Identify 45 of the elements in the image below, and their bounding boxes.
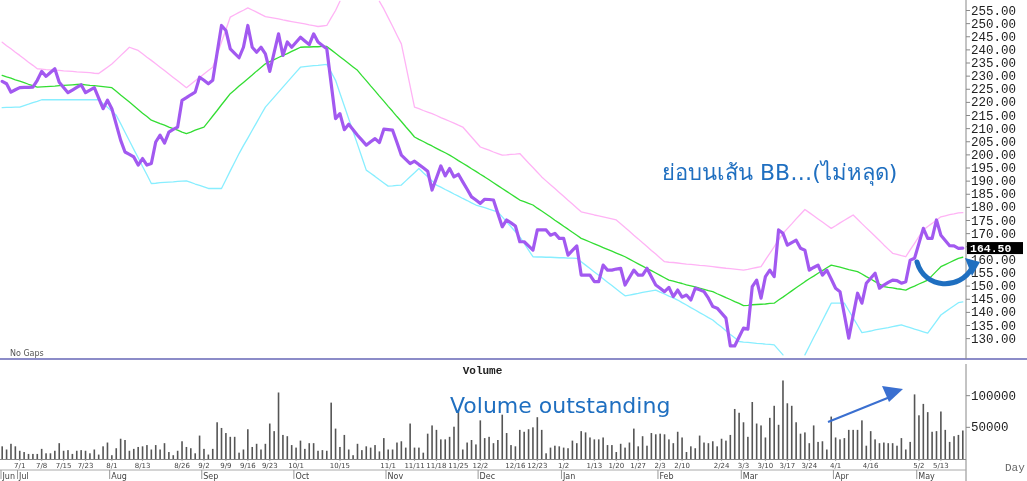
annotation: Volume outstanding (450, 393, 671, 418)
text: Apr (834, 471, 850, 481)
text: Jul (18, 471, 29, 481)
y-tick-label: 50000 (971, 421, 1009, 436)
y-tick-label: 215.00 (971, 109, 1017, 124)
y-tick-label: 220.00 (971, 96, 1017, 111)
y-tick-label: 230.00 (971, 70, 1017, 85)
y-tick-label: 180.00 (971, 201, 1017, 216)
y-tick-label: 195.00 (971, 162, 1017, 176)
annotation: No Gaps (10, 349, 44, 358)
y-tick-label: 250.00 (971, 17, 1017, 32)
annotation: ย่อบนเส้น BB…(ไม่หลุด) (662, 160, 898, 186)
y-tick-label: 185.00 (971, 188, 1017, 203)
text: Mar (742, 471, 759, 481)
y-tick-label: 205.00 (971, 135, 1017, 150)
y-tick-label: 170.00 (971, 227, 1017, 242)
y-tick-label: 175.00 (971, 214, 1017, 229)
text: Dec (479, 471, 496, 481)
text: Oct (295, 471, 310, 481)
text: Nov (387, 471, 404, 481)
text: Jan (561, 471, 576, 481)
y-tick-label: 200.00 (971, 148, 1017, 163)
y-tick-label: 245.00 (971, 30, 1017, 45)
y-tick-label: 235.00 (971, 57, 1017, 71)
line-series (1, 45, 964, 307)
text: May (918, 471, 936, 481)
chart-title: Volume (462, 365, 503, 377)
y-tick-label: 240.00 (971, 43, 1017, 58)
y-tick-label: 150.00 (971, 280, 1017, 295)
y-tick-label: 100000 (971, 389, 1017, 404)
y-tick-label: 255.00 (971, 4, 1017, 19)
y-tick-label: 130.00 (971, 332, 1017, 347)
y-tick-label: 140.00 (971, 306, 1017, 321)
text: Sep (203, 471, 219, 481)
y-tick-label: 190.00 (971, 175, 1017, 190)
y-tick-label: 210.00 (971, 122, 1017, 137)
text: Aug (111, 471, 127, 481)
y-tick-label: 225.00 (971, 83, 1017, 98)
data-label: 164.50 (970, 242, 1012, 256)
text: Feb (659, 471, 674, 481)
x-axis-title: Day (1005, 462, 1026, 474)
y-tick-label: 135.00 (971, 319, 1017, 334)
y-tick-label: 145.00 (971, 293, 1017, 308)
text: Jun (1, 471, 15, 481)
y-tick-label: 155.00 (971, 267, 1017, 281)
